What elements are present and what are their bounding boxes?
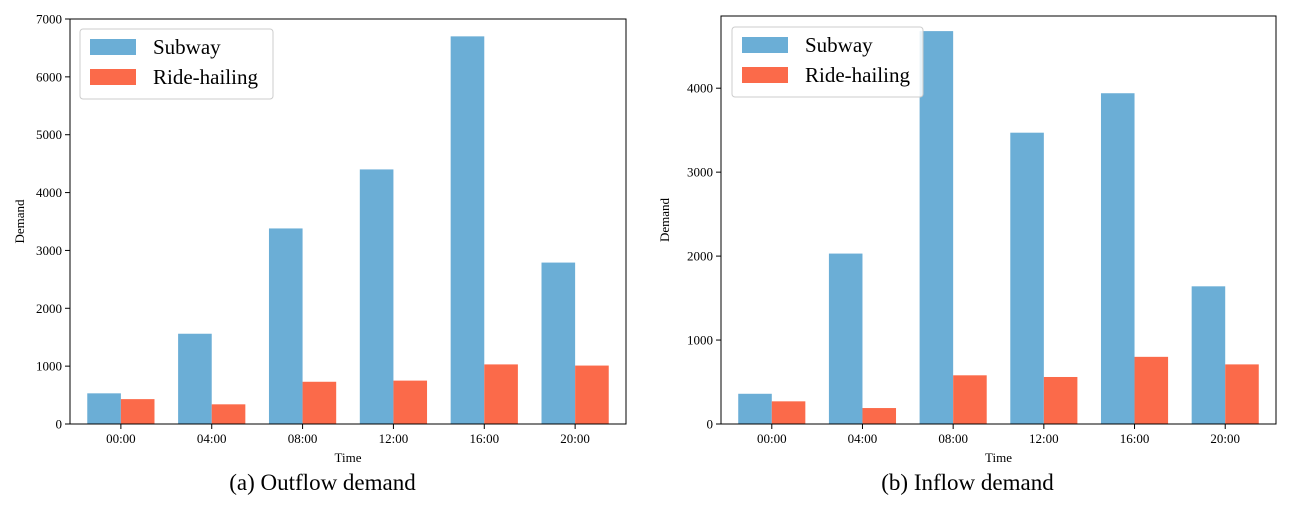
- y-axis-label: Demand: [657, 197, 672, 242]
- y-tick-label: 2000: [687, 249, 713, 264]
- plot-frame: [720, 15, 1277, 425]
- x-axis-label: Time: [985, 450, 1012, 465]
- x-tick-label: 08:00: [288, 431, 318, 446]
- y-tick-label: 7000: [36, 12, 62, 27]
- subway-legend-swatch: [90, 39, 136, 55]
- subway-bar-0400: [178, 333, 212, 424]
- subway-bar-0000: [738, 393, 772, 424]
- caption-inflow: (b) Inflow demand: [881, 470, 1054, 495]
- x-tick-label: 08:00: [938, 431, 968, 446]
- ride-hailing-legend-label: Ride-hailing: [805, 63, 910, 87]
- ride-hailing-bar-1200: [1043, 376, 1078, 424]
- ride-hailing-bar-1600: [1134, 356, 1169, 424]
- subway-bar-1600: [1100, 93, 1135, 425]
- y-tick-label: 4000: [36, 185, 62, 200]
- outflow-demand-chart: 0 1000 2000 3000 4000 5000 6000 7000 00:00 04:00 0…: [12, 12, 627, 465]
- y-tick-label: 4000: [687, 81, 713, 96]
- x-tick-label: 16:00: [469, 431, 499, 446]
- y-tick-label: 1000: [36, 359, 62, 374]
- subway-legend-label: Subway: [153, 35, 221, 59]
- y-axis-label: Demand: [12, 199, 27, 244]
- ride-hailing-bar-2000: [575, 365, 609, 424]
- y-tick-label: 3000: [687, 165, 713, 180]
- x-axis-label: Time: [335, 450, 362, 465]
- ride-hailing-bar-2000: [1225, 364, 1259, 424]
- y-tick-label: 3000: [36, 243, 62, 258]
- subway-bar-0800: [268, 228, 303, 424]
- subway-bar-0000: [87, 393, 121, 424]
- legend: Subway Ride-hailing: [731, 26, 924, 98]
- ride-hailing-legend-label: Ride-hailing: [153, 65, 258, 89]
- x-tick-label: 04:00: [197, 431, 227, 446]
- ride-hailing-bar-0800: [953, 375, 987, 424]
- subway-bar-1200: [1010, 132, 1044, 425]
- legend: Subway Ride-hailing: [79, 28, 274, 100]
- x-tick-label: 20:00: [1210, 431, 1240, 446]
- ride-hailing-bar-0000: [120, 399, 155, 424]
- subway-bar-0400: [828, 253, 863, 424]
- x-tick-label: 12:00: [1029, 431, 1059, 446]
- ride-hailing-bar-1200: [393, 380, 428, 424]
- chart-panel-inflow: 0 1000 2000 3000 4000 00:00 04:00 08:00 12:00 16:…: [645, 0, 1290, 512]
- subway-bar-2000: [1191, 286, 1226, 424]
- x-tick-label: 16:00: [1120, 431, 1150, 446]
- subway-bar-1600: [450, 36, 485, 424]
- ride-hailing-bar-0400: [862, 408, 897, 424]
- subway-bar-1200: [359, 169, 394, 424]
- y-tick-label: 0: [56, 417, 63, 432]
- ride-hailing-legend-swatch: [90, 69, 136, 85]
- subway-legend-swatch: [742, 37, 788, 53]
- x-tick-label: 04:00: [848, 431, 878, 446]
- x-tick-label: 00:00: [106, 431, 136, 446]
- subway-bar-0800: [919, 31, 954, 424]
- x-tick-label: 20:00: [560, 431, 590, 446]
- y-tick-label: 1000: [687, 333, 713, 348]
- plot-frame: [69, 18, 627, 425]
- ride-hailing-bar-0000: [771, 401, 806, 424]
- y-tick-label: 5000: [36, 127, 62, 142]
- y-tick-label: 0: [707, 417, 714, 432]
- ride-hailing-bar-1600: [484, 364, 518, 424]
- subway-bar-2000: [541, 262, 576, 424]
- y-tick-label: 2000: [36, 301, 62, 316]
- ride-hailing-bar-0800: [302, 381, 337, 424]
- x-tick-label: 12:00: [379, 431, 409, 446]
- ride-hailing-bar-0400: [211, 404, 246, 424]
- y-tick-label: 6000: [36, 69, 62, 84]
- inflow-demand-chart: 0 1000 2000 3000 4000 00:00 04:00 08:00 12:00 16:…: [657, 15, 1277, 465]
- subway-legend-label: Subway: [805, 33, 873, 57]
- x-tick-label: 00:00: [757, 431, 787, 446]
- ride-hailing-legend-swatch: [742, 67, 788, 83]
- caption-outflow: (a) Outflow demand: [229, 470, 416, 495]
- chart-panel-outflow: 0 1000 2000 3000 4000 5000 6000 7000 00:00 04:00 0…: [12, 12, 627, 495]
